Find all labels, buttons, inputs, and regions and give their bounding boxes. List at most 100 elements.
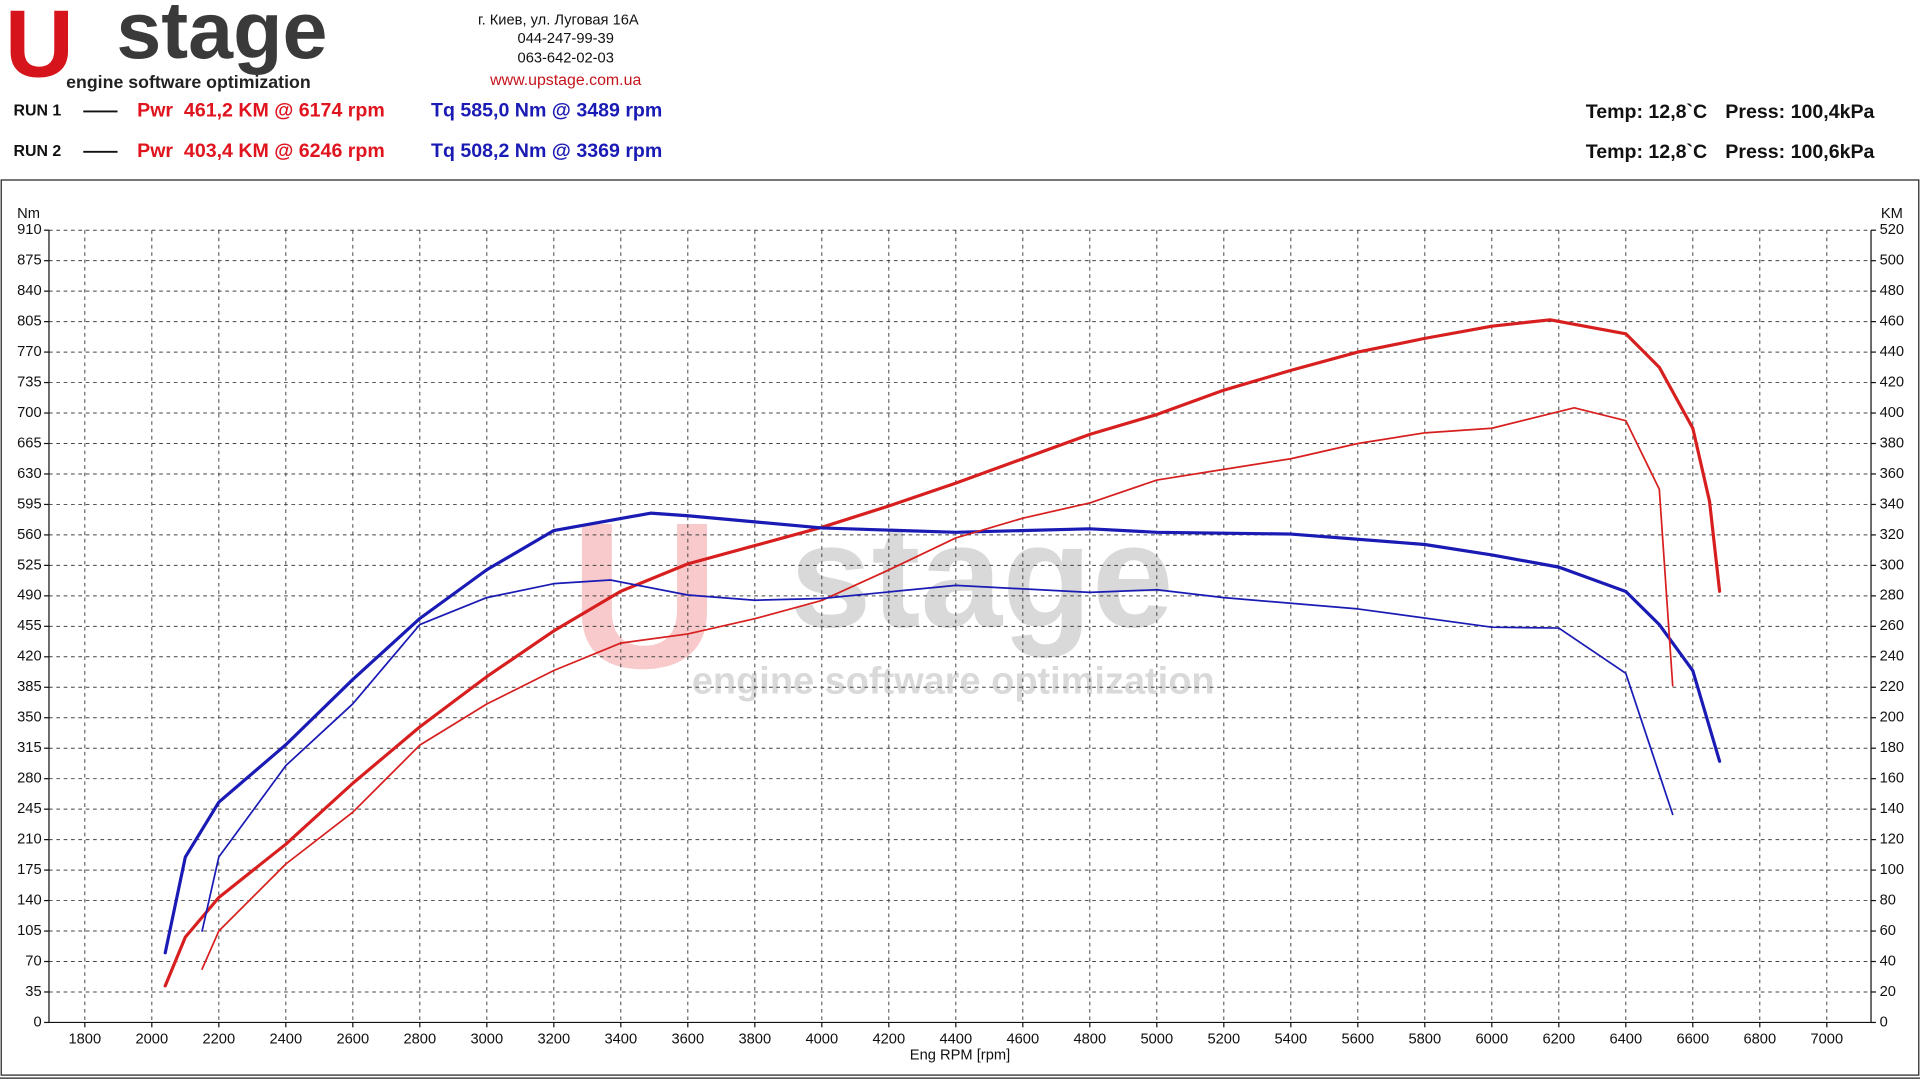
y-tick-label: 105 <box>17 923 42 939</box>
x-tick-label: 4400 <box>939 1031 972 1047</box>
x-tick-label: 4800 <box>1073 1031 1106 1047</box>
data-line <box>201 406 1674 970</box>
y2-tick-label: 140 <box>1880 801 1905 817</box>
y-tick-label: 420 <box>17 649 42 665</box>
y2-tick-label: 40 <box>1880 953 1896 969</box>
logo-tagline: engine software optimization <box>66 72 311 92</box>
data-line <box>201 579 1674 932</box>
y2-tick-label: 300 <box>1880 557 1905 573</box>
y-tick-label: 455 <box>17 618 42 634</box>
run-summary: RUN 1 Pwr 461,2 KM @ 6174 rpm Tq 585,0 Nm … <box>13 100 1875 164</box>
y2-tick-label: 220 <box>1880 679 1905 695</box>
run-temp: Temp: 12,8`C <box>1586 141 1707 163</box>
y-tick-label: 525 <box>17 557 42 573</box>
y-tick-label: 805 <box>17 313 42 329</box>
y2-tick-label: 180 <box>1880 740 1905 756</box>
x-tick-label: 2200 <box>202 1031 235 1047</box>
run-press: Press: 100,6kPa <box>1725 141 1875 163</box>
chart-frame <box>0 179 1920 1076</box>
x-tick-label: 6800 <box>1743 1031 1776 1047</box>
y2-tick-label: 480 <box>1880 283 1905 299</box>
y-tick-label: 350 <box>17 710 42 726</box>
x-tick-label: 6600 <box>1676 1031 1709 1047</box>
y2-tick-label: 160 <box>1880 771 1905 787</box>
y-tick-label: 665 <box>17 435 42 451</box>
x-tick-label: 4200 <box>872 1031 905 1047</box>
y-tick-label: 560 <box>17 527 42 543</box>
y2-tick-label: 400 <box>1880 405 1905 421</box>
y-tick-label: 770 <box>17 344 42 360</box>
y2-tick-label: 500 <box>1880 253 1905 269</box>
y2-tick-label: 280 <box>1880 588 1905 604</box>
y-tick-label: 595 <box>17 496 42 512</box>
y2-tick-label: 320 <box>1880 527 1905 543</box>
x-tick-label: 5800 <box>1408 1031 1441 1047</box>
watermark: U stage engine software optimization <box>569 480 1214 712</box>
y2-tick-label: 460 <box>1880 313 1905 329</box>
x-tick-label: 6200 <box>1542 1031 1575 1047</box>
x-tick-label: 3000 <box>470 1031 503 1047</box>
data-line <box>163 511 1722 955</box>
data-line <box>163 318 1722 988</box>
x-axis-label: Eng RPM [rpm] <box>910 1047 1010 1063</box>
y2-axis-label: KM <box>1881 206 1903 222</box>
y-tick-label: 280 <box>17 771 42 787</box>
y2-tick-label: 360 <box>1880 466 1905 482</box>
x-tick-label: 5200 <box>1207 1031 1240 1047</box>
x-tick-label: 5400 <box>1274 1031 1307 1047</box>
logo-letter: U <box>5 0 74 98</box>
run-power: Pwr 403,4 KM @ 6246 rpm <box>137 140 385 162</box>
y-tick-label: 385 <box>17 679 42 695</box>
x-tick-label: 2800 <box>403 1031 436 1047</box>
y-axis-label: Nm <box>17 206 40 222</box>
y-tick-label: 630 <box>17 466 42 482</box>
x-tick-label: 2600 <box>336 1031 369 1047</box>
y2-tick-label: 120 <box>1880 831 1905 847</box>
y-tick-label: 875 <box>17 253 42 269</box>
y-tick-label: 140 <box>17 892 42 908</box>
y2-tick-label: 260 <box>1880 618 1905 634</box>
y-tick-label: 245 <box>17 801 42 817</box>
address: г. Киев, ул. Луговая 16А <box>478 13 639 29</box>
y2-tick-label: 200 <box>1880 710 1905 726</box>
x-tick-label: 6000 <box>1475 1031 1508 1047</box>
x-tick-label: 3600 <box>671 1031 704 1047</box>
y2-tick-label: 340 <box>1880 496 1905 512</box>
y2-tick-label: 420 <box>1880 374 1905 390</box>
phone: 044-247-99-39 <box>518 31 614 47</box>
logo-word: stage <box>116 0 327 76</box>
y2-tick-label: 240 <box>1880 649 1905 665</box>
y-tick-label: 175 <box>17 862 42 878</box>
x-tick-label: 2400 <box>269 1031 302 1047</box>
y-tick-label: 315 <box>17 740 42 756</box>
watermark-word: stage <box>790 495 1174 659</box>
y-tick-label: 35 <box>25 984 41 1000</box>
y2-tick-label: 440 <box>1880 344 1905 360</box>
x-tick-label: 4000 <box>805 1031 838 1047</box>
x-tick-label: 1800 <box>68 1031 101 1047</box>
x-tick-label: 6400 <box>1609 1031 1642 1047</box>
run-torque: Tq 585,0 Nm @ 3489 rpm <box>431 100 662 122</box>
run-label: RUN 2 <box>13 143 61 160</box>
y-tick-label: 210 <box>17 831 42 847</box>
x-tick-label: 5000 <box>1140 1031 1173 1047</box>
watermark-tagline: engine software optimization <box>692 660 1215 702</box>
x-tick-label: 7000 <box>1810 1031 1843 1047</box>
y2-tick-label: 0 <box>1880 1014 1888 1030</box>
y2-tick-label: 20 <box>1880 984 1896 1000</box>
y2-tick-label: 80 <box>1880 892 1896 908</box>
y-tick-label: 700 <box>17 405 42 421</box>
run-label: RUN 1 <box>13 103 61 120</box>
website: www.upstage.com.ua <box>489 72 641 89</box>
x-tick-label: 5600 <box>1341 1031 1374 1047</box>
x-tick-label: 4600 <box>1006 1031 1039 1047</box>
run-press: Press: 100,4kPa <box>1725 101 1875 123</box>
run-torque: Tq 508,2 Nm @ 3369 rpm <box>431 140 662 162</box>
y2-tick-label: 520 <box>1880 222 1905 238</box>
x-tick-label: 2000 <box>135 1031 168 1047</box>
y-tick-label: 910 <box>17 222 42 238</box>
x-tick-label: 3400 <box>604 1031 637 1047</box>
x-tick-label: 3800 <box>738 1031 771 1047</box>
